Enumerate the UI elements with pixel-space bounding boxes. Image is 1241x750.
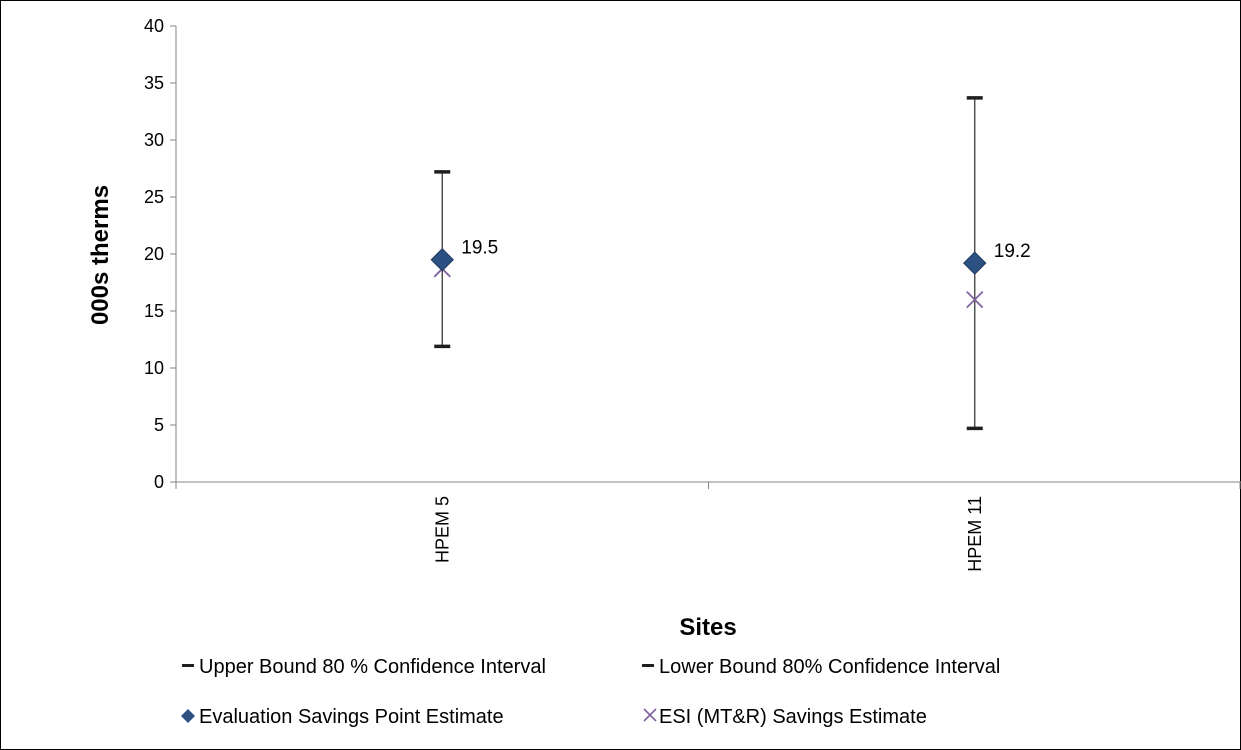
y-tick-label: 15 xyxy=(144,301,164,321)
legend-swatch-lower-bound xyxy=(642,664,654,667)
x-axis: HPEM 5 HPEM 11 xyxy=(175,481,1241,572)
x-tick-label: HPEM 11 xyxy=(965,496,985,572)
y-tick-label: 25 xyxy=(144,187,164,207)
y-tick-label: 5 xyxy=(154,415,164,435)
y-tick-label: 30 xyxy=(144,130,164,150)
legend-label-lower-bound: Lower Bound 80% Confidence Interval xyxy=(659,656,1000,678)
y-tick-label: 20 xyxy=(144,244,164,264)
markers: 19.5 19.2 xyxy=(430,238,1031,309)
x-axis-title: Sites xyxy=(679,614,736,641)
evaluation-estimate-point xyxy=(963,251,987,275)
y-tick-label: 0 xyxy=(154,472,164,492)
y-axis-title: 000s therms xyxy=(87,185,114,325)
esi-estimate-point xyxy=(966,290,984,309)
y-tick-label: 35 xyxy=(144,73,164,93)
legend-label-esi-estimate: ESI (MT&R) Savings Estimate xyxy=(659,706,927,728)
data-label: 19.5 xyxy=(461,238,498,259)
legend-swatch-x-icon xyxy=(643,708,657,722)
y-axis: 0 5 10 15 20 25 30 35 40 xyxy=(144,16,177,492)
y-tick-label: 10 xyxy=(144,358,164,378)
x-tick-label: HPEM 5 xyxy=(432,496,452,563)
evaluation-estimate-point xyxy=(430,247,454,272)
legend: Upper Bound 80 % Confidence Interval Low… xyxy=(181,656,1000,728)
legend-swatch-upper-bound xyxy=(182,664,194,667)
legend-label-evaluation-estimate: Evaluation Savings Point Estimate xyxy=(199,706,504,728)
legend-label-upper-bound: Upper Bound 80 % Confidence Interval xyxy=(199,656,546,678)
data-label: 19.2 xyxy=(994,241,1031,262)
y-tick-label: 40 xyxy=(144,16,164,36)
legend-swatch-diamond-icon xyxy=(181,709,195,723)
